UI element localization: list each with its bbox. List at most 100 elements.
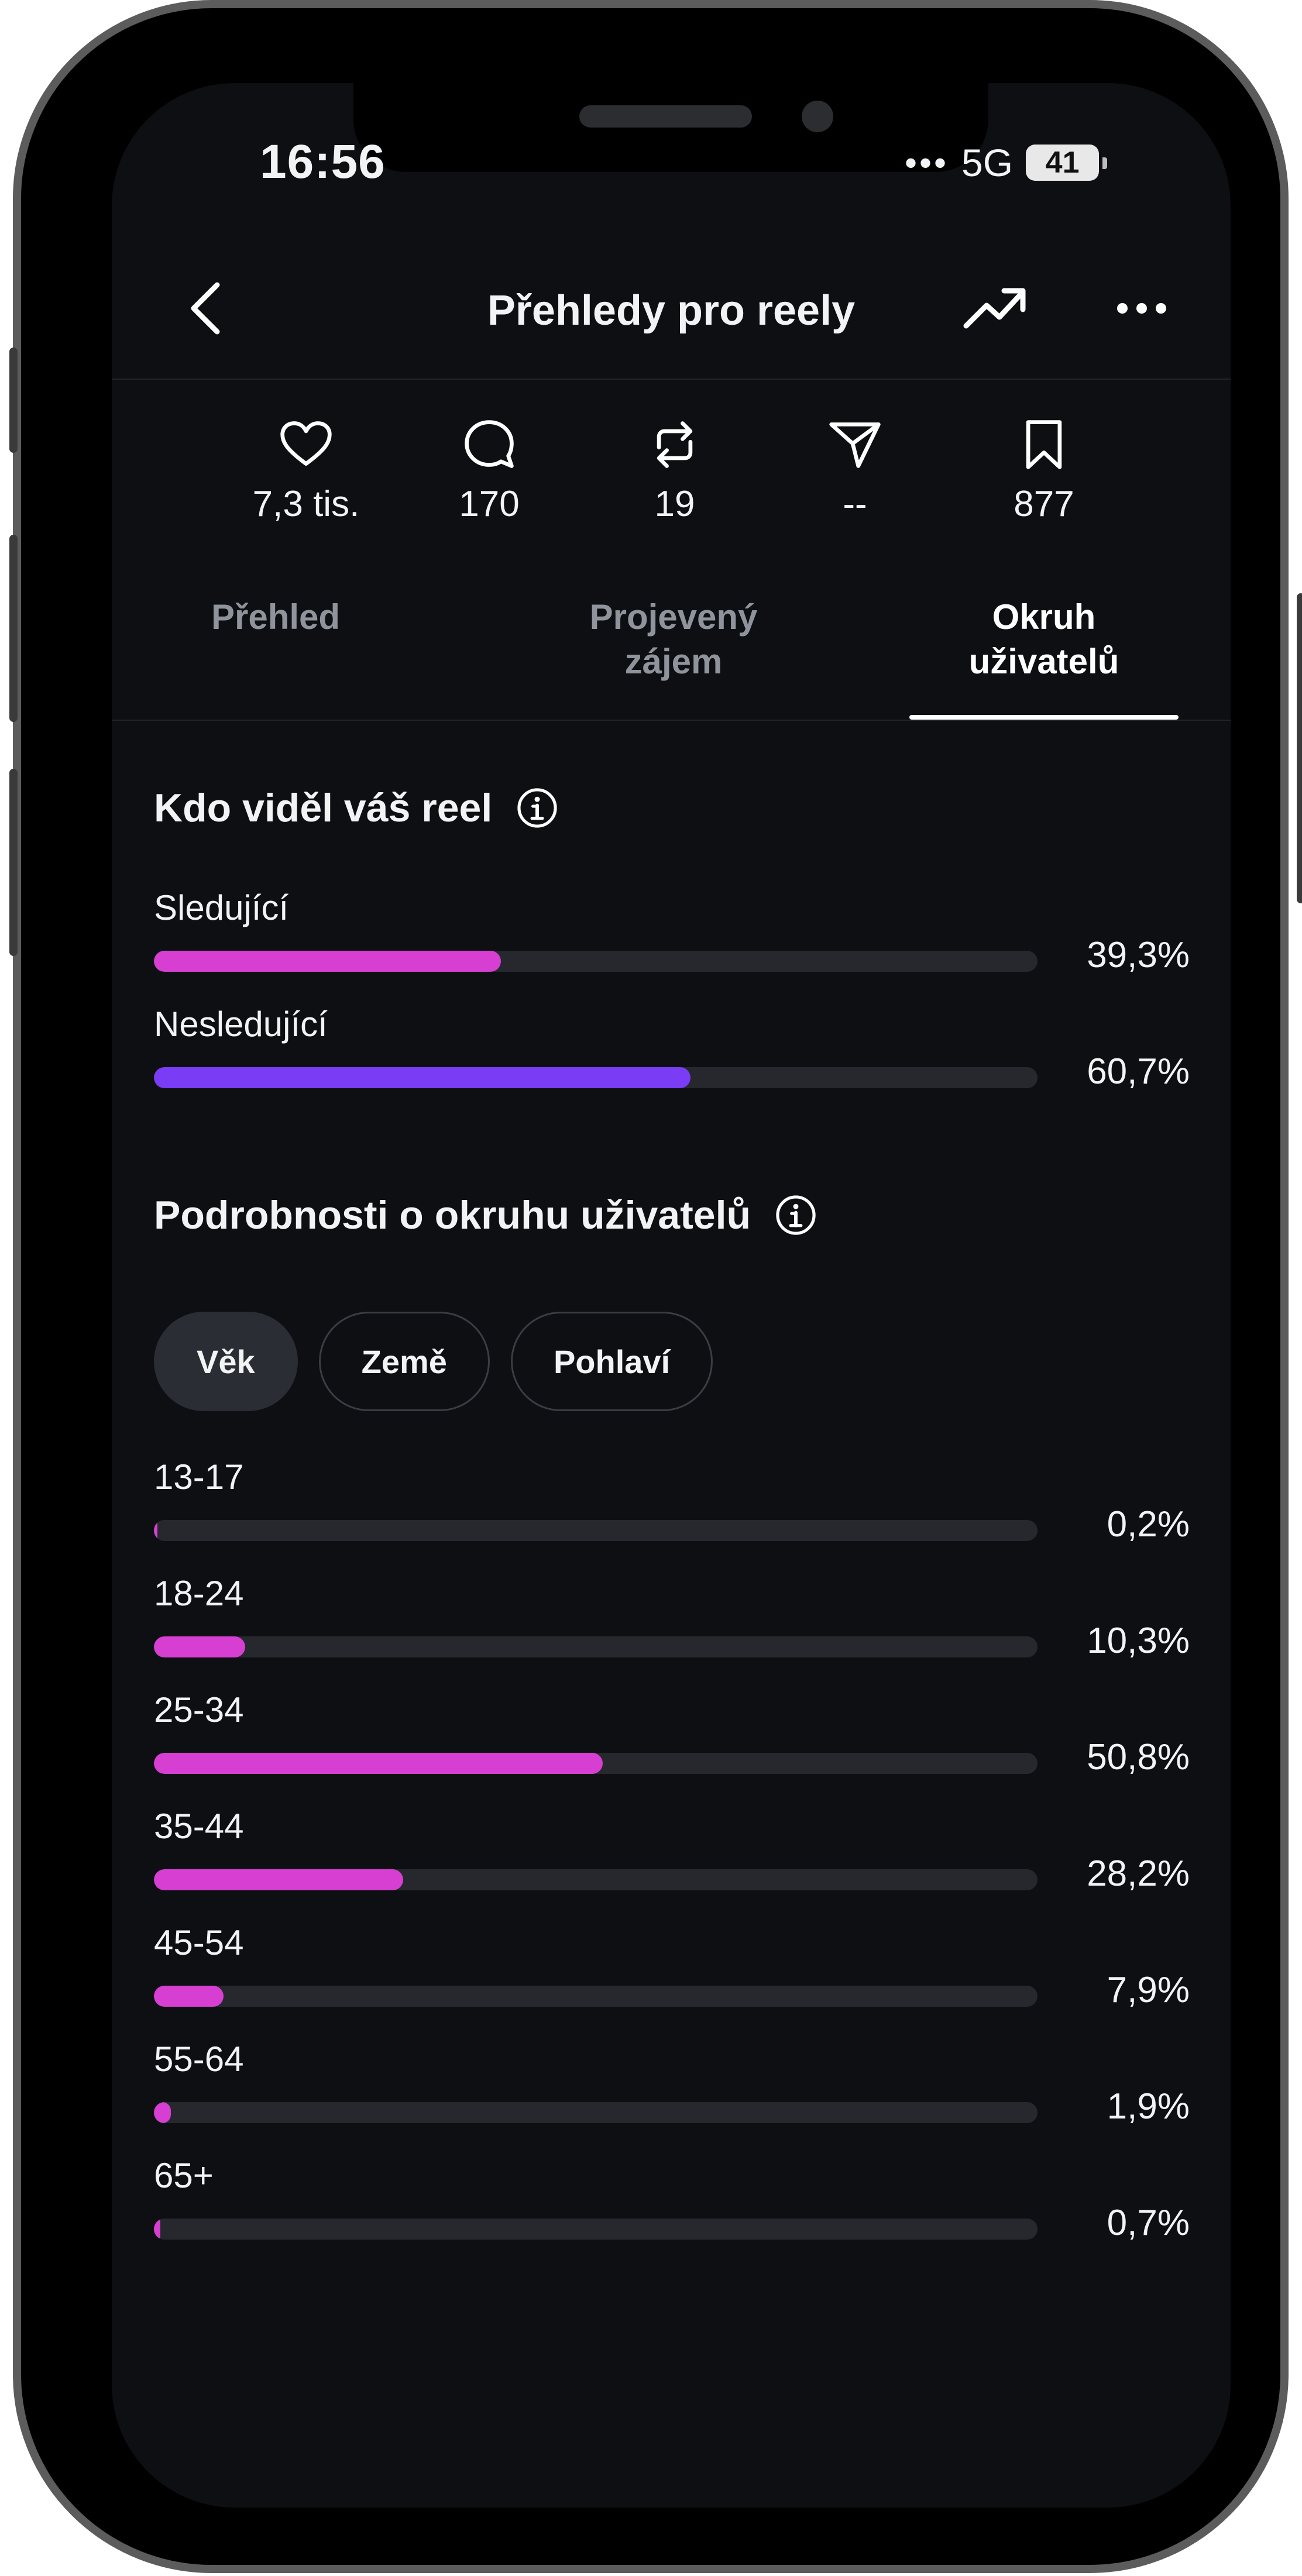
- bar-fill: [154, 2219, 160, 2240]
- bar-label: Nesledující: [154, 1005, 328, 1044]
- chevron-left-icon: [191, 282, 220, 335]
- stat-saves: 877: [968, 417, 1120, 525]
- who-viewed-heading: Kdo viděl váš reel: [154, 785, 559, 831]
- app-screen: 16:56 ••• 5G 41 Přehledy pro reely: [112, 83, 1231, 2508]
- tab-label: uživatelů: [968, 642, 1119, 681]
- comment-icon: [465, 420, 514, 468]
- bar-label: 65+: [154, 2156, 214, 2195]
- more-horizontal-icon: [1117, 303, 1166, 314]
- tab-label: Přehled: [211, 597, 341, 637]
- speaker: [579, 105, 752, 128]
- front-camera: [802, 101, 833, 132]
- bar-label: 13-17: [154, 1457, 244, 1497]
- bar-label: 45-54: [154, 1923, 244, 1962]
- bar-fill: [154, 1869, 403, 1890]
- side-button-power: [1297, 593, 1302, 903]
- tab-label: Projevený: [589, 597, 758, 637]
- stat-value: 7,3 tis.: [252, 484, 360, 524]
- bar-label: 18-24: [154, 1574, 244, 1613]
- bar-percent: 7,9%: [1107, 1970, 1190, 2010]
- tab-label: zájem: [624, 642, 723, 681]
- age-row: 65+ 0,7%: [154, 2155, 1190, 2243]
- audience-details-heading: Podrobnosti o okruhu uživatelů: [154, 1192, 817, 1238]
- filter-chip-age[interactable]: Věk: [154, 1312, 298, 1411]
- tab-audience[interactable]: Okruh uživatelů: [927, 595, 1161, 684]
- bar-fill: [154, 951, 501, 972]
- share-icon: [829, 422, 881, 468]
- tab-overview[interactable]: Přehled: [188, 595, 363, 639]
- tabs-divider: [112, 720, 1231, 721]
- stat-reposts: 19: [599, 417, 751, 525]
- age-row: 18-24 10,3%: [154, 1573, 1190, 1661]
- status-indicators: ••• 5G 41: [905, 140, 1108, 185]
- bar-track: [154, 1986, 1038, 2007]
- signal-icon: •••: [905, 143, 949, 183]
- bar-track: [154, 1869, 1038, 1890]
- insights-tabs: Přehled Projevený zájem Okruh uživatelů: [112, 595, 1231, 692]
- stat-value: --: [843, 484, 867, 524]
- bar-track: [154, 1753, 1038, 1774]
- bar-percent: 10,3%: [1087, 1621, 1190, 1661]
- active-tab-indicator: [909, 715, 1179, 720]
- trend-button[interactable]: [960, 279, 1030, 338]
- back-button[interactable]: [176, 279, 235, 338]
- page-title: Přehledy pro reely: [487, 287, 856, 334]
- filter-chip-gender[interactable]: Pohlaví: [510, 1312, 713, 1411]
- bar-track: [154, 1520, 1038, 1541]
- network-type: 5G: [961, 141, 1014, 184]
- viewer-type-row: Nesledující 60,7%: [154, 1004, 1190, 1092]
- stat-value: 170: [459, 484, 520, 524]
- bookmark-icon: [1026, 420, 1062, 469]
- age-row: 25-34 50,8%: [154, 1690, 1190, 1777]
- bar-percent: 0,2%: [1107, 1504, 1190, 1545]
- bar-percent: 50,8%: [1087, 1737, 1190, 1777]
- more-options-button[interactable]: [1107, 279, 1177, 338]
- tab-interest[interactable]: Projevený zájem: [556, 595, 791, 684]
- bar-fill: [154, 1986, 224, 2007]
- phone-frame: 16:56 ••• 5G 41 Přehledy pro reely: [9, 0, 1302, 2573]
- section-title: Kdo viděl váš reel: [154, 786, 493, 830]
- bar-track: [154, 2219, 1038, 2240]
- top-bar: Přehledy pro reely: [112, 259, 1231, 376]
- battery-icon: 41: [1026, 145, 1108, 181]
- filter-chip-country[interactable]: Země: [318, 1312, 490, 1411]
- bar-percent: 1,9%: [1107, 2086, 1190, 2127]
- viewer-type-row: Sledující 39,3%: [154, 888, 1190, 975]
- bar-fill: [154, 1753, 603, 1774]
- bar-track: [154, 2102, 1038, 2123]
- stat-value: 877: [1014, 484, 1074, 524]
- stat-shares: --: [779, 417, 931, 525]
- header-divider: [112, 379, 1231, 380]
- bar-track: [154, 1067, 1038, 1088]
- bar-percent: 39,3%: [1087, 935, 1190, 975]
- side-button-mute: [9, 348, 18, 453]
- bar-percent: 28,2%: [1087, 1853, 1190, 1894]
- bar-label: 35-44: [154, 1807, 244, 1846]
- tab-label: Okruh: [992, 597, 1096, 637]
- stat-value: 19: [654, 484, 695, 524]
- side-button-volume-down: [9, 769, 18, 956]
- audience-filter-chips: Věk Země Pohlaví: [154, 1312, 713, 1411]
- age-row: 45-54 7,9%: [154, 1922, 1190, 2010]
- stat-likes: 7,3 tis.: [230, 417, 382, 525]
- status-time: 16:56: [260, 135, 386, 188]
- info-icon[interactable]: [516, 786, 559, 830]
- bar-fill: [154, 1636, 245, 1657]
- bar-label: Sledující: [154, 888, 289, 927]
- bar-track: [154, 1636, 1038, 1657]
- info-icon[interactable]: [774, 1194, 817, 1237]
- bar-label: 25-34: [154, 1690, 244, 1729]
- bar-fill: [154, 1520, 158, 1541]
- section-title: Podrobnosti o okruhu uživatelů: [154, 1193, 751, 1237]
- age-row: 55-64 1,9%: [154, 2039, 1190, 2127]
- trending-up-icon: [963, 288, 1026, 329]
- bar-percent: 0,7%: [1107, 2203, 1190, 2243]
- bar-percent: 60,7%: [1087, 1051, 1190, 1092]
- battery-level: 41: [1045, 146, 1080, 180]
- bar-label: 55-64: [154, 2040, 244, 2079]
- age-row: 13-17 0,2%: [154, 1457, 1190, 1545]
- bar-fill: [154, 2102, 171, 2123]
- age-row: 35-44 28,2%: [154, 1806, 1190, 1894]
- heart-icon: [280, 421, 332, 466]
- bar-track: [154, 951, 1038, 972]
